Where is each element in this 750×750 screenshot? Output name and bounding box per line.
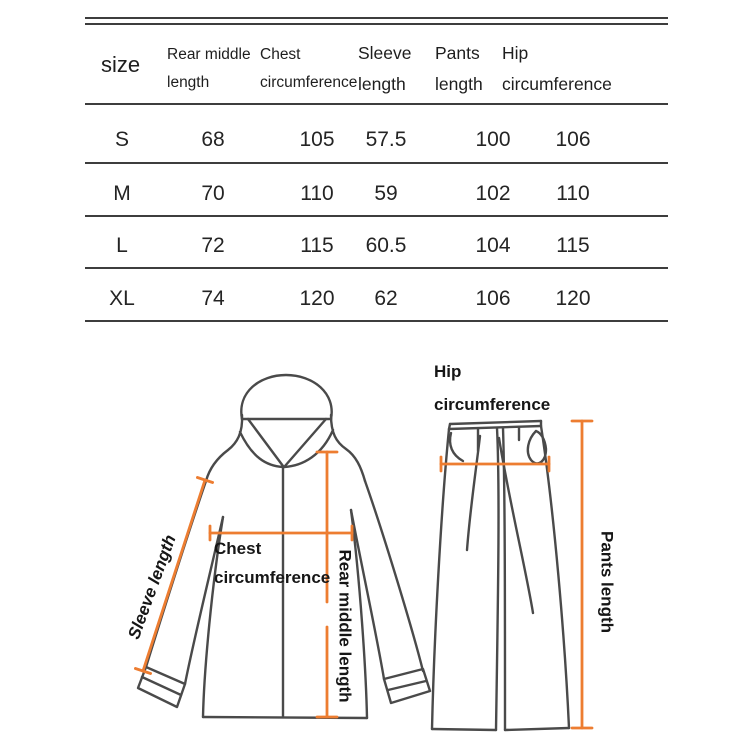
header-line: Chest: [260, 46, 301, 63]
cell-value: 57.5: [365, 128, 407, 151]
table-row-rule-3: [85, 267, 668, 269]
cell-value: 74: [201, 287, 225, 310]
garment-measurement-diagram: [134, 373, 594, 732]
column-header-hip-circumference: Hip circumference: [502, 38, 612, 100]
pants-outline: [430, 419, 571, 732]
column-header-rear-middle-length: Rear middle length: [167, 41, 251, 97]
chest-circumference-label: Chest circumference: [214, 534, 330, 592]
cell-value: 100: [475, 128, 511, 151]
hip-measure-line: [439, 455, 551, 473]
size-table: size Rear middle length Chest circumfere…: [85, 0, 668, 326]
rear-middle-measure-line: [315, 450, 339, 719]
cell-value: 62: [374, 287, 398, 310]
header-line: length: [167, 74, 210, 91]
cell-value: 104: [475, 234, 511, 257]
sleeve-measure-line: [134, 476, 214, 675]
column-header-size: size: [101, 52, 141, 77]
table-top-rule-1: [85, 17, 668, 19]
cell-value: 106: [475, 287, 511, 310]
cell-value: 106: [555, 128, 591, 151]
header-line: Rear middle: [167, 46, 251, 63]
cell-value: 110: [300, 182, 334, 205]
label-line: circumference: [434, 395, 551, 414]
cell-value: 102: [475, 182, 511, 205]
cell-value: 72: [201, 234, 225, 257]
column-header-pants-length: Pants length: [435, 38, 483, 100]
cell-size: L: [116, 234, 128, 257]
table-row-rule-1: [85, 162, 668, 164]
header-line: length: [435, 74, 483, 94]
header-line: Sleeve: [358, 43, 412, 63]
header-line: length: [358, 74, 406, 94]
pants-length-measure-line: [570, 419, 594, 730]
table-top-rule-2: [85, 23, 668, 25]
cell-value: 115: [300, 234, 334, 257]
cell-value: 59: [374, 182, 398, 205]
hip-circumference-label: Hip circumference: [434, 355, 550, 421]
cell-size: M: [113, 182, 131, 205]
cell-value: 115: [556, 234, 590, 257]
rear-middle-length-label: Rear middle length: [335, 549, 355, 703]
header-line: circumference: [260, 74, 358, 91]
table-bottom-rule: [85, 320, 668, 322]
label-line: circumference: [214, 568, 331, 587]
pants-length-label: Pants length: [597, 530, 617, 634]
header-line: Hip: [502, 43, 529, 63]
cell-value: 68: [201, 128, 225, 151]
cell-value: 120: [299, 287, 335, 310]
header-line: Pants: [435, 43, 480, 63]
label-line: Chest: [214, 539, 262, 558]
jacket-outline: [136, 373, 432, 720]
header-line: circumference: [502, 74, 612, 94]
cell-size: XL: [109, 287, 135, 310]
cell-value: 110: [556, 182, 590, 205]
table-row-rule-2: [85, 215, 668, 217]
label-line: Hip: [434, 362, 462, 381]
column-header-sleeve-length: Sleeve length: [358, 38, 412, 100]
column-header-chest-circumference: Chest circumference: [260, 41, 357, 97]
cell-value: 120: [555, 287, 591, 310]
table-header-rule: [85, 103, 668, 105]
cell-value: 105: [299, 128, 335, 151]
cell-size: S: [114, 128, 130, 151]
cell-value: 60.5: [365, 234, 407, 257]
cell-value: 70: [201, 182, 225, 205]
